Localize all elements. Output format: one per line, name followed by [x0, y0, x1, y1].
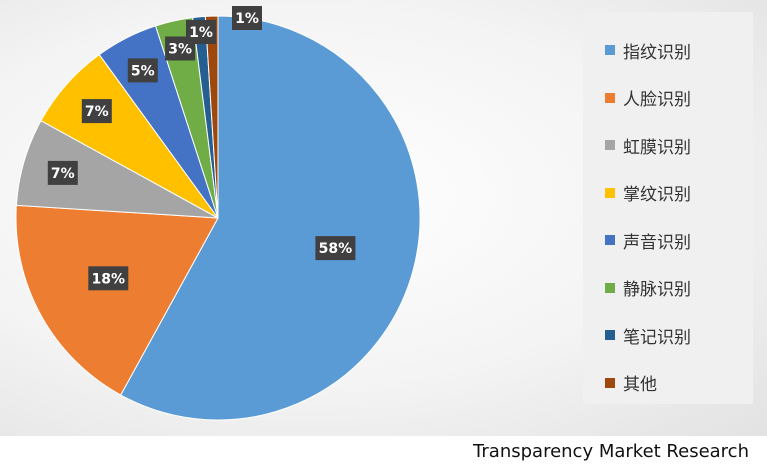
legend-label: 其他 — [623, 375, 657, 395]
legend-item: 指纹识别 — [605, 39, 691, 63]
legend-label: 人脸识别 — [623, 90, 691, 110]
legend-label: 静脉识别 — [623, 280, 691, 300]
legend-label: 掌纹识别 — [623, 185, 691, 205]
data-label: 1% — [189, 25, 213, 41]
pie-slice — [15, 204, 219, 396]
data-label-box — [186, 20, 216, 44]
legend: 指纹识别人脸识别虹膜识别掌纹识别声音识别静脉识别笔记识别其他 — [583, 12, 753, 404]
data-label-box — [47, 160, 78, 185]
chart-area: 58% 18% 7% 7% 5% 3% 1% 1% 指纹识别 人脸识别 虹膜识别 掌纹识别 声音识别静… — [0, 0, 767, 436]
legend-label: 笔记识别 — [623, 327, 691, 348]
legend-swatch — [605, 92, 615, 103]
legend-label: 声音识别 — [623, 232, 691, 253]
legend-swatch — [605, 377, 615, 388]
legend-swatch — [605, 235, 615, 245]
data-label: 18% — [92, 271, 126, 287]
legend-swatch — [605, 282, 615, 293]
data-label: 7% — [51, 166, 75, 182]
legend-item: 其他 — [605, 372, 657, 395]
legend-swatch — [605, 140, 615, 150]
legend-item: 声音识别 — [605, 229, 691, 253]
data-label-box — [315, 236, 356, 261]
pie-chart: 58%18%7%7%5%3%1%1% — [15, 6, 421, 421]
data-label: 5% — [131, 63, 155, 79]
data-label-box — [127, 58, 158, 83]
legend-item: 掌纹识别 — [605, 182, 691, 205]
data-label: 7% — [85, 104, 109, 120]
legend-swatch — [605, 330, 615, 340]
legend-item: 虹膜识别 — [605, 134, 691, 158]
legend-label: 指纹识别 — [623, 42, 691, 63]
legend-swatch — [605, 45, 615, 55]
data-label: 3% — [168, 42, 192, 58]
pie-slice — [204, 15, 219, 219]
pie-slice — [120, 15, 421, 421]
data-label: 58% — [319, 241, 353, 257]
data-label-box — [81, 99, 112, 124]
data-label: 1% — [235, 11, 259, 27]
legend-item: 静脉识别 — [605, 277, 691, 300]
legend-swatch — [605, 187, 615, 198]
legend-item: 人脸识别 — [605, 87, 691, 110]
source-credit: Transparency Market Research — [473, 441, 749, 462]
data-label-box — [88, 266, 129, 291]
legend-item: 笔记识别 — [605, 324, 691, 348]
data-label-box — [232, 6, 262, 30]
legend-label: 虹膜识别 — [623, 137, 691, 158]
